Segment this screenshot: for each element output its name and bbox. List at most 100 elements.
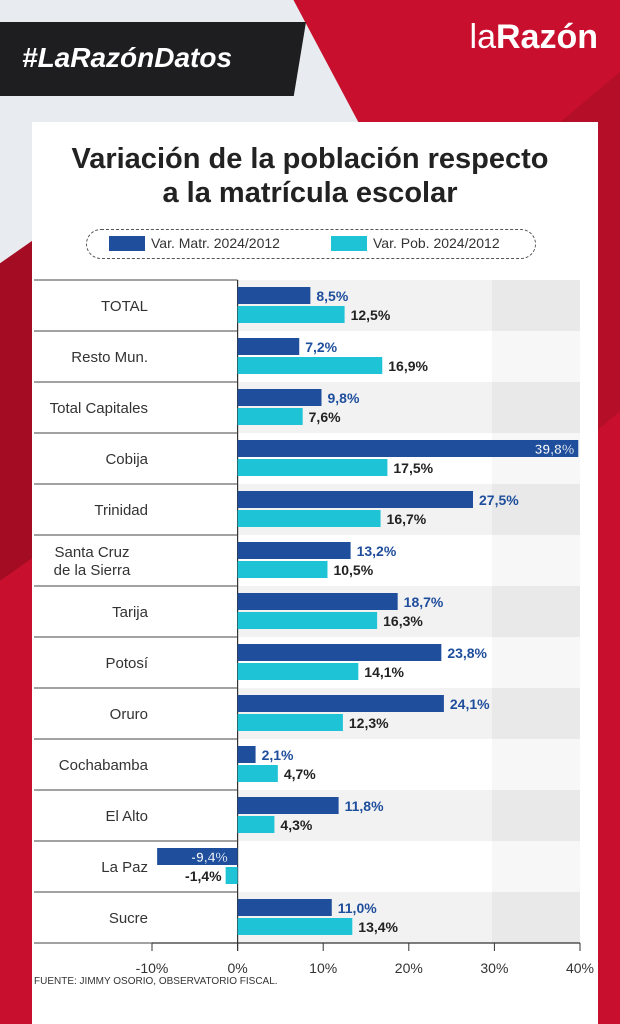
bar-matr	[237, 287, 311, 304]
value-label-matr: 13,2%	[357, 543, 397, 559]
row-background	[492, 535, 580, 586]
value-label-pob: 16,7%	[387, 511, 427, 527]
row-background	[492, 841, 580, 892]
row-background	[492, 382, 580, 433]
bar-matr	[237, 389, 322, 406]
value-label-matr: 39,8%	[535, 441, 575, 457]
bar-matr	[237, 440, 579, 457]
x-tick-label: 40%	[566, 960, 594, 976]
x-tick-label: 20%	[395, 960, 423, 976]
source-note: FUENTE: JIMMY OSORIO, OBSERVATORIO FISCA…	[34, 976, 278, 987]
value-label-pob: 16,9%	[388, 358, 428, 374]
bar-pob	[225, 867, 238, 884]
legend-item-pob: Var. Pob. 2024/2012	[331, 235, 500, 251]
chart-legend: Var. Matr. 2024/2012 Var. Pob. 2024/2012	[86, 229, 536, 259]
row-background	[492, 331, 580, 382]
value-label-matr: 2,1%	[262, 747, 294, 763]
value-label-matr: 27,5%	[479, 492, 519, 508]
bar-pob	[237, 918, 353, 935]
value-label-pob: 13,4%	[358, 919, 398, 935]
hashtag-banner: #LaRazónDatos	[0, 22, 306, 96]
hashtag-text: #LaRazónDatos	[22, 42, 233, 73]
x-tick-label: 0%	[227, 960, 247, 976]
bar-pob	[237, 306, 345, 323]
value-label-pob: 10,5%	[333, 562, 373, 578]
row-background	[492, 586, 580, 637]
title-line-2: a la matrícula escolar	[162, 177, 458, 209]
bar-matr	[237, 746, 256, 763]
bar-matr	[237, 695, 444, 712]
legend-swatch-pob	[331, 235, 367, 251]
value-label-pob: 14,1%	[364, 664, 404, 680]
value-label-matr: -9,4%	[191, 849, 228, 865]
bar-pob	[237, 714, 343, 731]
bar-pob	[237, 561, 328, 578]
x-tick-label: 30%	[480, 960, 508, 976]
category-label: Potosí	[105, 655, 148, 672]
category-label: Cobija	[105, 451, 148, 468]
bar-pob	[237, 357, 383, 374]
legend-swatch-matr	[109, 235, 145, 251]
value-label-matr: 11,8%	[345, 798, 384, 814]
category-label: Resto Mun.	[71, 349, 148, 366]
value-label-matr: 11,0%	[338, 900, 377, 916]
x-tick-label: 10%	[309, 960, 337, 976]
legend-label-matr: Var. Matr. 2024/2012	[151, 235, 280, 251]
legend-item-matr: Var. Matr. 2024/2012	[109, 235, 280, 251]
bar-matr	[237, 899, 332, 916]
bar-matr	[237, 593, 398, 610]
bar-matr	[157, 848, 238, 865]
category-label: Trinidad	[94, 502, 148, 519]
bar-matr	[237, 338, 300, 355]
row-background	[492, 280, 580, 331]
category-label: La Paz	[101, 859, 148, 876]
row-background	[492, 892, 580, 943]
row-background	[492, 484, 580, 535]
row-background	[492, 739, 580, 790]
category-label: de la Sierra	[54, 562, 131, 579]
value-label-pob: 12,3%	[349, 715, 389, 731]
row-background	[492, 637, 580, 688]
value-label-pob: -1,4%	[185, 868, 222, 884]
value-label-pob: 4,7%	[284, 766, 316, 782]
value-label-pob: 4,3%	[280, 817, 312, 833]
category-label: Sucre	[109, 910, 148, 927]
row-background	[492, 688, 580, 739]
logo-part-2: Razón	[496, 18, 598, 56]
category-label: Santa Cruz	[54, 544, 129, 561]
bar-pob	[237, 510, 381, 527]
bar-pob	[237, 459, 388, 476]
category-label: Cochabamba	[59, 757, 149, 774]
title-line-1: Variación de la población respecto	[71, 143, 549, 175]
bar-matr	[237, 491, 473, 508]
brand-logo: laRazón	[470, 18, 598, 57]
bar-pob	[237, 765, 278, 782]
value-label-matr: 23,8%	[447, 645, 487, 661]
category-label: Tarija	[112, 604, 149, 621]
row-background	[492, 790, 580, 841]
legend-label-pob: Var. Pob. 2024/2012	[373, 235, 500, 251]
value-label-matr: 18,7%	[404, 594, 444, 610]
value-label-pob: 12,5%	[351, 307, 391, 323]
category-label: TOTAL	[101, 298, 148, 315]
bar-matr	[237, 644, 442, 661]
value-label-matr: 8,5%	[316, 288, 348, 304]
bar-matr	[237, 542, 351, 559]
bar-pob	[237, 408, 303, 425]
value-label-matr: 24,1%	[450, 696, 490, 712]
logo-part-1: la	[469, 18, 496, 56]
bar-pob	[237, 816, 275, 833]
category-label: Oruro	[110, 706, 148, 723]
x-tick-label: -10%	[136, 960, 169, 976]
chart-title: Variación de la población respecto a la …	[0, 142, 620, 210]
category-label: Total Capitales	[50, 400, 148, 417]
value-label-pob: 17,5%	[393, 460, 433, 476]
value-label-matr: 9,8%	[327, 390, 359, 406]
bar-pob	[237, 612, 378, 629]
bar-matr	[237, 797, 339, 814]
value-label-pob: 16,3%	[383, 613, 423, 629]
category-label: El Alto	[105, 808, 148, 825]
value-label-pob: 7,6%	[309, 409, 341, 425]
bar-pob	[237, 663, 359, 680]
